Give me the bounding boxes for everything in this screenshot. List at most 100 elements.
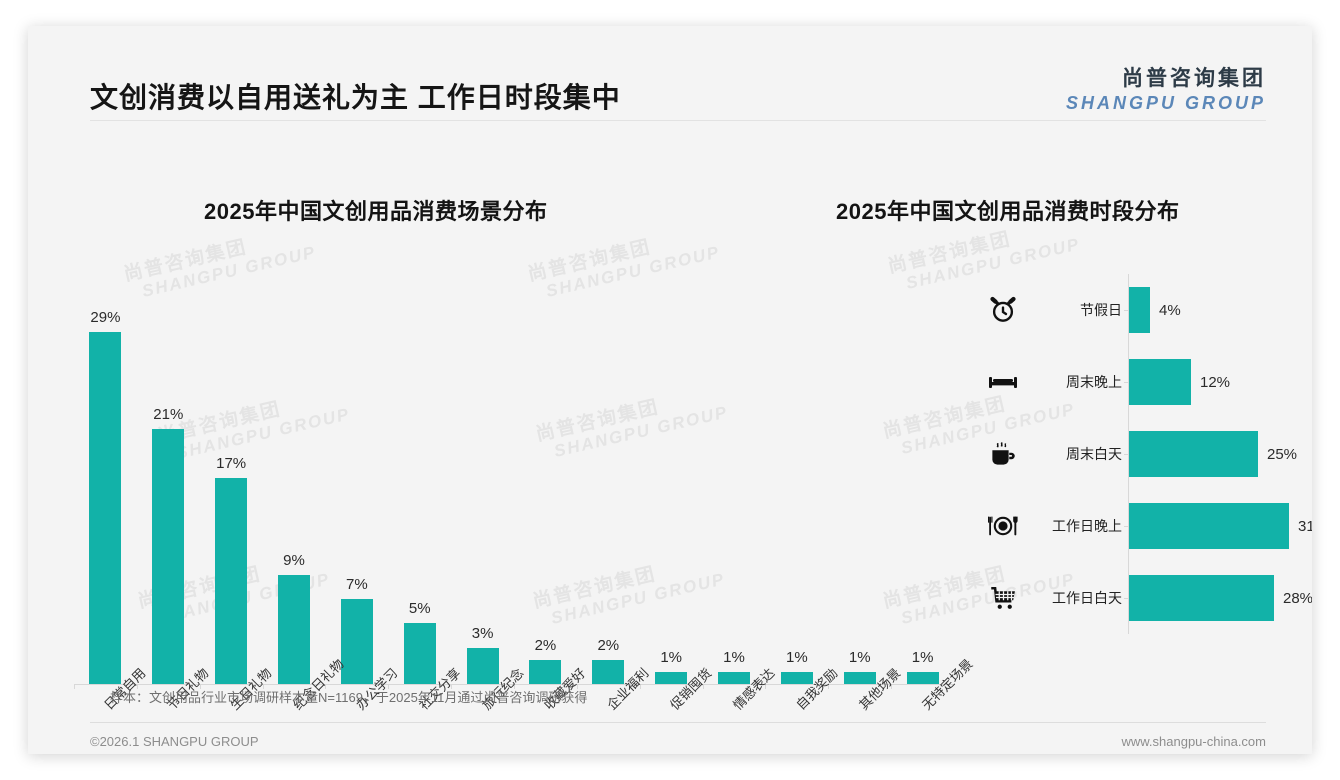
scenario-chart-plot: 29% 21% 17% 9% 7% 5% 3% 2% 2% 1% 1% 1% 1% 1% 日常自用 节日礼物… <box>74 266 975 713</box>
scenario-bar[interactable] <box>592 660 625 684</box>
scenario-bar[interactable] <box>843 672 876 684</box>
scenario-bar-value: 1% <box>786 649 808 666</box>
scenario-bar-value: 7% <box>346 576 368 593</box>
scenario-bar-value: 1% <box>911 649 934 666</box>
timeslot-category-label: 节假日 <box>1080 302 1122 318</box>
timeslot-category-label: 周末白天 <box>1066 446 1122 462</box>
axis-tick <box>576 684 578 689</box>
axis-tick <box>325 684 327 689</box>
axis-tick <box>199 684 201 689</box>
scenario-bar-slot: 1% <box>639 266 703 689</box>
scenario-bar[interactable] <box>655 672 688 684</box>
scenario-bar-value: 1% <box>848 649 871 666</box>
scenario-bar-slot: 3% <box>451 266 514 689</box>
timeslot-bar-row: 周末白天 25% <box>818 418 1312 490</box>
footer-copyright: ©2026.1 SHANGPU GROUP <box>90 734 259 749</box>
brand-logo: 尚普咨询集团 SHANGPU GROUP <box>1066 62 1266 114</box>
timeslot-chart-title: 2025年中国文创用品消费时段分布 <box>836 199 1180 224</box>
axis-tick <box>136 684 138 689</box>
axis-tick <box>1124 382 1129 383</box>
timeslot-bar-row: 工作日白天 28% <box>818 562 1312 634</box>
timeslot-bar-value: 25% <box>1267 445 1298 463</box>
axis-tick <box>639 684 641 689</box>
scenario-x-axis-line <box>74 684 954 685</box>
axis-tick <box>828 684 830 689</box>
sample-note: 样本：文创用品行业市场调研样本量N=1169，于2025年11月通过尚普咨询调研… <box>96 678 1246 714</box>
coffee-cup-icon <box>986 437 1020 471</box>
timeslot-bar-row: 节假日 4% <box>818 274 1312 346</box>
axis-tick <box>451 684 453 689</box>
timeslot-bar-row: 周末晚上 12% <box>818 346 1312 418</box>
scenario-bar-value: 1% <box>723 649 745 666</box>
scenario-bar-slot: 5% <box>388 266 451 689</box>
axis-tick <box>1124 454 1129 455</box>
timeslot-bar-track: 4% <box>1129 287 1181 333</box>
page-title: 文创消费以自用送礼为主 工作日时段集中 <box>90 82 621 113</box>
scenario-bar-slot: 2% <box>514 266 577 689</box>
scenario-bar-value: 21% <box>153 406 184 423</box>
timeslot-bar-track: 31% <box>1129 503 1312 549</box>
scenario-bar[interactable] <box>529 660 562 684</box>
axis-tick <box>514 684 516 689</box>
scenario-bar[interactable] <box>89 332 122 684</box>
scenario-bar-slot: 2% <box>576 266 640 689</box>
timeslot-category-label: 周末晚上 <box>1066 374 1122 390</box>
scenario-bar[interactable] <box>340 599 373 684</box>
scenario-bar-slot: 1% <box>891 266 954 689</box>
axis-tick <box>702 684 704 689</box>
timeslot-bar-track: 12% <box>1129 359 1230 405</box>
timeslot-bar[interactable] <box>1129 287 1150 333</box>
alarm-clock-icon <box>986 293 1020 327</box>
bed-icon <box>986 365 1020 399</box>
axis-tick <box>388 684 390 689</box>
timeslot-category-label: 工作日晚上 <box>1052 518 1122 534</box>
footer-divider <box>90 722 1266 723</box>
scenario-bar-value: 17% <box>216 455 247 472</box>
scenario-bar-value: 2% <box>597 637 620 654</box>
timeslot-bar-track: 25% <box>1129 431 1297 477</box>
axis-tick <box>891 684 893 689</box>
scenario-bar-slot: 21% <box>136 266 200 689</box>
axis-tick <box>1124 526 1129 527</box>
timeslot-bar-value: 12% <box>1200 373 1231 391</box>
scenario-bar[interactable] <box>278 575 310 684</box>
scenario-bar[interactable] <box>152 429 185 684</box>
timeslot-bar-group: 节假日 4% 周末晚上 12% 周末白天 25% 工作日晚上 31% 工作日白天 28% <box>818 274 1312 634</box>
axis-tick <box>74 684 75 689</box>
timeslot-bar[interactable] <box>1129 431 1258 477</box>
scenario-bar-value: 5% <box>408 600 431 617</box>
scenario-bar-value: 29% <box>90 309 121 326</box>
scenario-bar-slot: 1% <box>828 266 891 689</box>
scenario-bar[interactable] <box>906 672 939 684</box>
scenario-bar[interactable] <box>403 623 436 684</box>
slide-card: 尚普咨询集团 SHANGPU GROUP 尚普咨询集团 SHANGPU GROUP … <box>28 26 1312 754</box>
scenario-bar-group: 29% 21% 17% 9% 7% 5% 3% 2% 2% 1% 1% 1% 1% 1% <box>74 266 954 689</box>
scenario-bar[interactable] <box>215 478 248 684</box>
axis-tick <box>262 684 264 689</box>
axis-tick <box>1124 598 1129 599</box>
scenario-bar[interactable] <box>718 672 751 684</box>
scenario-bar-slot: 1% <box>702 266 766 689</box>
axis-tick <box>765 684 767 689</box>
timeslot-chart-panel: 2025年中国文创用品消费时段分布 节假日 4% 周末晚上 12% 周末白天 25% 工作日… <box>818 166 1312 666</box>
header-divider <box>90 120 1266 121</box>
axis-tick <box>1124 310 1129 311</box>
timeslot-bar-value: 31% <box>1298 517 1312 535</box>
scenario-bar-value: 1% <box>660 649 682 666</box>
scenario-bar-slot: 9% <box>262 266 326 689</box>
scenario-bar[interactable] <box>466 648 499 684</box>
timeslot-bar-value: 28% <box>1283 589 1312 607</box>
scenario-bar-value: 3% <box>471 625 494 642</box>
scenario-chart-title: 2025年中国文创用品消费场景分布 <box>204 199 548 224</box>
scenario-chart-panel: 2025年中国文创用品消费场景分布 29% 21% 17% 9% 7% 5% 3% 2% 2% 1… <box>28 166 975 713</box>
scenario-bar-slot: 7% <box>325 266 388 689</box>
slide-header: 文创消费以自用送礼为主 工作日时段集中 尚普咨询集团 SHANGPU GROUP <box>28 26 1312 118</box>
timeslot-bar-value: 4% <box>1159 301 1181 319</box>
timeslot-bar[interactable] <box>1129 575 1274 621</box>
shopping-cart-icon <box>986 581 1020 615</box>
timeslot-bar[interactable] <box>1129 359 1191 405</box>
footer-website[interactable]: www.shangpu-china.com <box>1121 734 1266 749</box>
scenario-bar[interactable] <box>780 672 813 684</box>
timeslot-bar[interactable] <box>1129 503 1289 549</box>
scenario-bar-slot: 29% <box>74 266 137 689</box>
